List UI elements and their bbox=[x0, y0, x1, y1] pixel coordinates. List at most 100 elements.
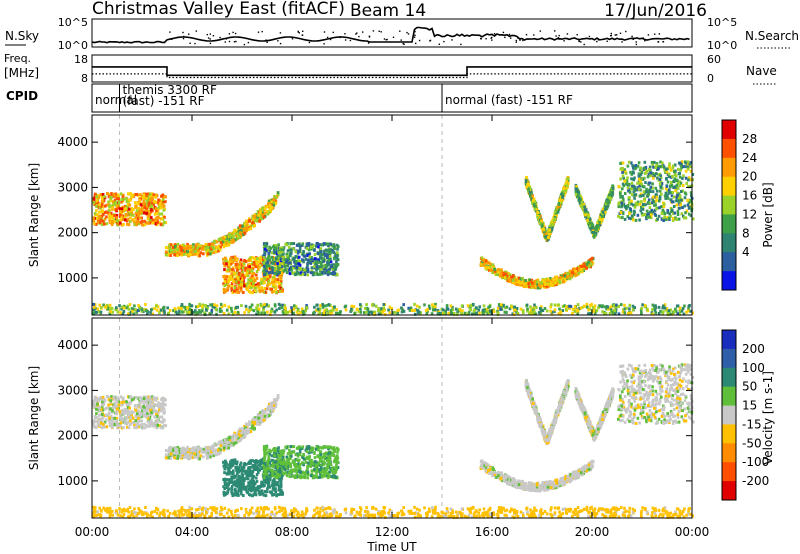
power-echo-cell bbox=[227, 240, 231, 244]
power-echo-cell bbox=[377, 306, 380, 310]
power-echo-cell bbox=[523, 282, 526, 286]
power-echo-cell bbox=[134, 216, 137, 220]
power-echo-cell bbox=[508, 279, 511, 283]
power-echo-cell bbox=[400, 310, 404, 314]
nsearch-point bbox=[234, 32, 237, 35]
power-echo-cell bbox=[297, 272, 301, 276]
power-echo-cell bbox=[324, 248, 328, 252]
power-echo-cell bbox=[548, 232, 551, 236]
power-echo-cell bbox=[540, 284, 544, 288]
power-echo-cell bbox=[241, 273, 245, 277]
power-echo-cell bbox=[115, 219, 119, 223]
power-echo-cell bbox=[521, 283, 525, 287]
power-echo-cell bbox=[382, 303, 386, 306]
power-echo-cell bbox=[621, 161, 625, 165]
power-echo-cell bbox=[681, 176, 684, 180]
power-echo-cell bbox=[97, 196, 100, 200]
power-echo-cell bbox=[379, 311, 383, 315]
power-echo-cell bbox=[98, 210, 101, 214]
power-echo-cell bbox=[637, 174, 641, 178]
nsearch-point bbox=[642, 37, 644, 39]
nsearch-point bbox=[392, 36, 395, 38]
power-echo-cell bbox=[669, 214, 672, 218]
power-echo-cell bbox=[208, 312, 212, 316]
power-echo-cell bbox=[118, 213, 122, 217]
power-echo-cell bbox=[98, 310, 101, 314]
power-echo-cell bbox=[663, 303, 667, 307]
power-echo-cell bbox=[244, 266, 248, 270]
power-echo-cell bbox=[233, 286, 237, 290]
power-echo-cell bbox=[555, 277, 558, 281]
nsearch-point bbox=[407, 33, 410, 35]
power-echo-cell bbox=[649, 202, 652, 206]
power-echo-cell bbox=[641, 207, 645, 211]
power-echo-cell bbox=[666, 311, 669, 314]
power-echo-cell bbox=[650, 208, 653, 212]
power-echo-cell bbox=[289, 254, 292, 258]
power-echo-cell bbox=[141, 206, 144, 210]
power-echo-cell bbox=[377, 312, 381, 316]
power-echo-cell bbox=[299, 310, 302, 314]
power-echo-cell bbox=[126, 202, 130, 206]
power-echo-cell bbox=[655, 207, 658, 211]
power-echo-cell bbox=[524, 279, 527, 282]
power-echo-cell bbox=[628, 307, 631, 311]
power-echo-cell bbox=[224, 274, 227, 278]
power-echo-cell bbox=[268, 282, 271, 286]
power-echo-cell bbox=[260, 311, 263, 315]
power-echo-cell bbox=[95, 310, 98, 314]
power-echo-cell bbox=[589, 262, 593, 266]
power-echo-cell bbox=[663, 167, 666, 171]
power-echo-cell bbox=[201, 247, 204, 250]
freq-trace bbox=[92, 66, 692, 77]
power-echo-cell bbox=[240, 228, 243, 232]
power-echo-cell bbox=[688, 162, 691, 166]
power-echo-cell bbox=[237, 273, 241, 277]
power-echo-cell bbox=[290, 265, 294, 269]
power-echo-cell bbox=[243, 227, 246, 231]
power-echo-cell bbox=[559, 312, 563, 316]
power-echo-cell bbox=[138, 306, 142, 310]
power-echo-cell bbox=[171, 245, 175, 249]
power-echo-cell bbox=[276, 259, 279, 263]
power-echo-cell bbox=[262, 261, 266, 265]
power-echo-cell bbox=[224, 256, 227, 260]
power-echo-cell bbox=[643, 197, 646, 201]
power-echo-cell bbox=[536, 216, 540, 219]
power-echo-cell bbox=[101, 193, 105, 196]
power-echo-cell bbox=[331, 248, 334, 252]
power-echo-cell bbox=[228, 233, 232, 237]
power-echo-cell bbox=[483, 308, 487, 312]
power-echo-cell bbox=[525, 281, 528, 285]
power-echo-cell bbox=[640, 205, 643, 209]
power-echo-cell bbox=[559, 310, 562, 314]
power-echo-cell bbox=[262, 306, 265, 310]
power-echo-cell bbox=[550, 312, 554, 316]
power-echo-cell bbox=[132, 207, 135, 211]
power-echo-cell bbox=[658, 206, 661, 210]
power-echo-cell bbox=[646, 169, 649, 173]
power-echo-cell bbox=[640, 171, 644, 175]
nsky-label: N.Sky bbox=[5, 29, 39, 43]
power-echo-cell bbox=[297, 255, 301, 259]
power-echo-cell bbox=[163, 215, 166, 219]
power-echo-cell bbox=[158, 212, 161, 216]
power-echo-cell bbox=[281, 263, 285, 267]
power-echo-cell bbox=[311, 259, 315, 263]
power-echo-cell bbox=[673, 173, 677, 177]
power-echo-cell bbox=[219, 241, 223, 245]
power-echo-cell bbox=[182, 310, 186, 314]
power-echo-cell bbox=[553, 213, 556, 217]
power-echo-cell bbox=[658, 194, 662, 198]
power-echo-cell bbox=[652, 210, 655, 214]
nsearch-point bbox=[402, 42, 404, 45]
power-echo-cell bbox=[427, 304, 431, 308]
power-echo-cell bbox=[131, 213, 135, 217]
power-echo-cell bbox=[95, 195, 98, 199]
power-echo-cell bbox=[676, 312, 679, 316]
nsearch-point bbox=[207, 37, 210, 39]
power-echo-cell bbox=[113, 202, 116, 206]
power-echo-cell bbox=[630, 161, 633, 165]
power-echo-cell bbox=[598, 220, 601, 224]
power-echo-cell bbox=[662, 310, 665, 314]
